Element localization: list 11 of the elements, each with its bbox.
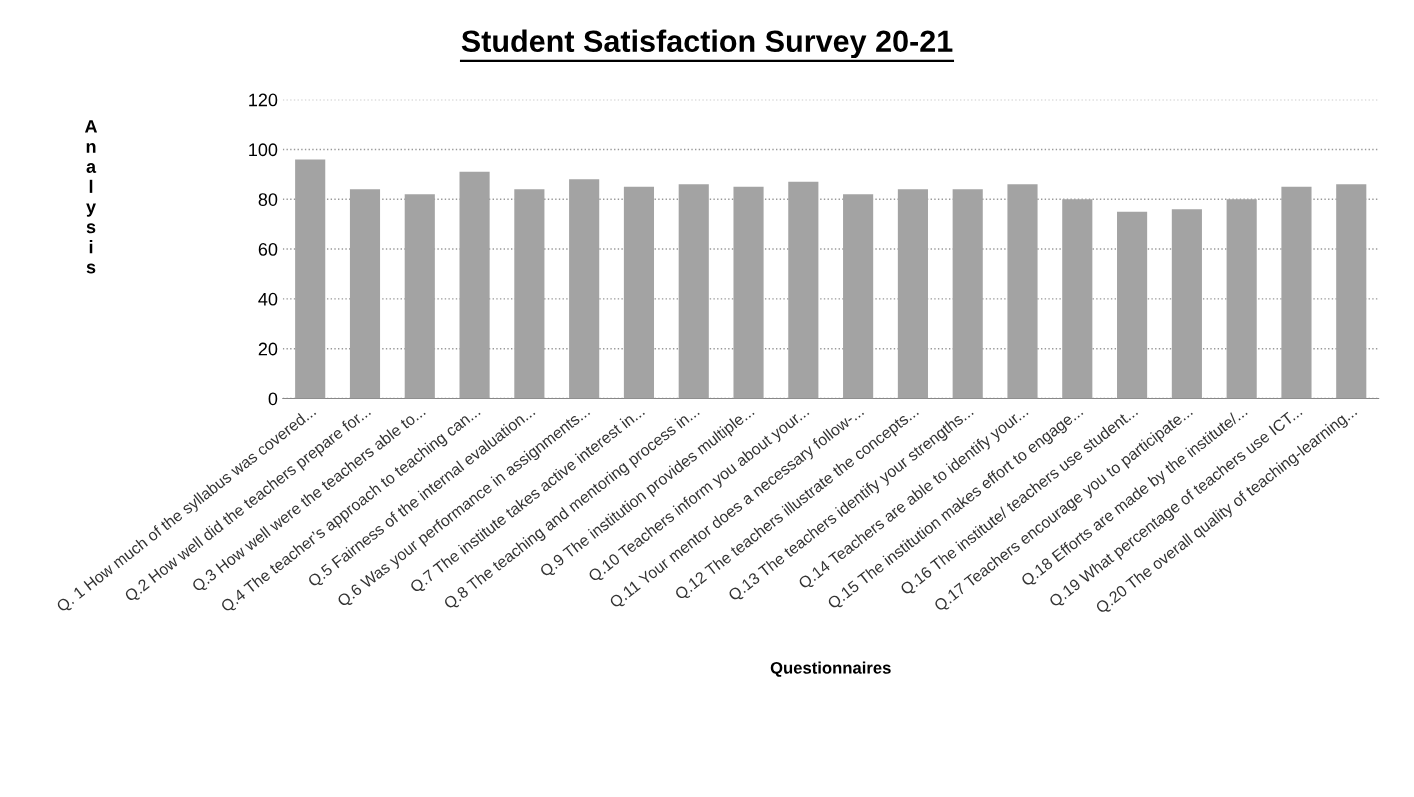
y-tick-label: 0 [268, 392, 278, 406]
y-tick-label: 40 [258, 292, 278, 306]
y-tick-label: 120 [249, 93, 278, 107]
y-tick-label: 80 [258, 193, 278, 206]
x-axis-title: Questionnaires [770, 661, 891, 677]
y-tick-label: 60 [258, 243, 278, 256]
y-tick-label: 20 [258, 342, 278, 356]
chart-title: Student Satisfaction Survey 20-21 [461, 29, 953, 59]
bar [952, 189, 983, 399]
y-axis-title: Analysis [84, 120, 98, 274]
y-tick-label: 100 [249, 143, 278, 157]
